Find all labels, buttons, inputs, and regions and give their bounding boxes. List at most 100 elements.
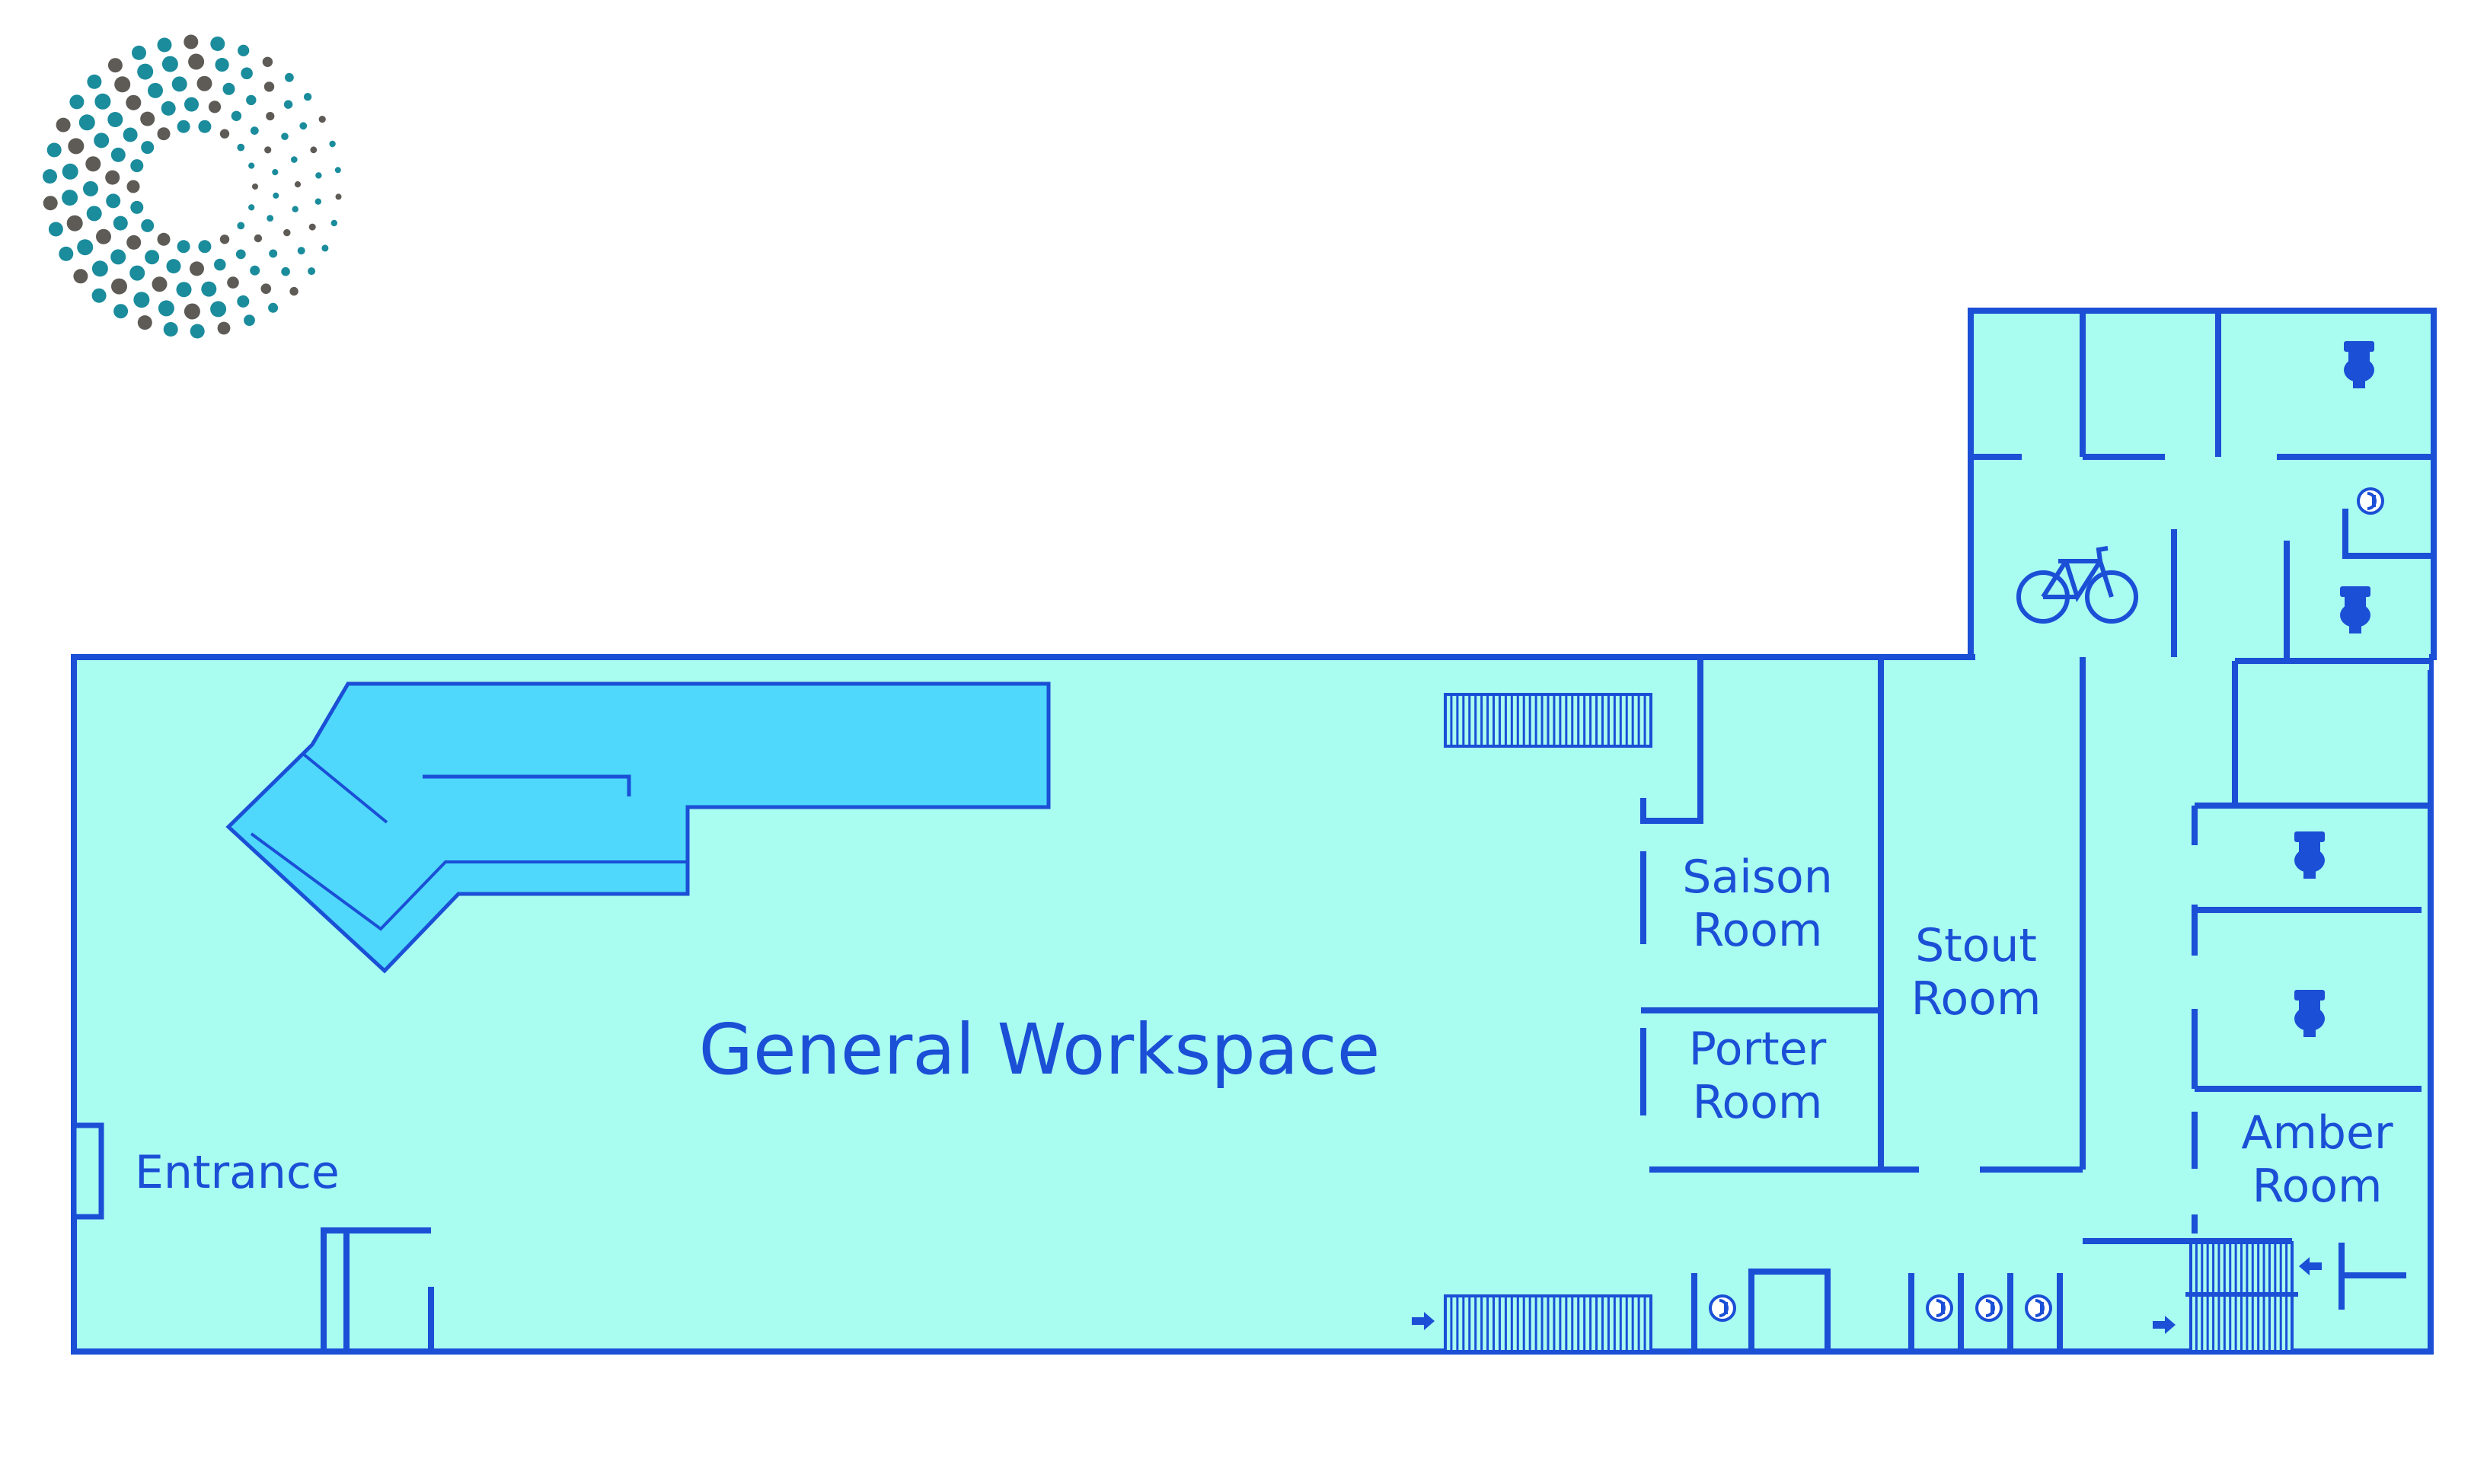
- stairs-top: [1444, 693, 1652, 748]
- logo-dot: [110, 249, 126, 265]
- porter-room-label: Room: [1693, 1076, 1823, 1129]
- logo-dot: [334, 167, 341, 174]
- logo-dot: [91, 260, 108, 277]
- logo-dot: [281, 266, 290, 276]
- logo-dot: [107, 112, 123, 127]
- bicycle-icon: [2016, 546, 2138, 624]
- logo-dot: [141, 219, 155, 232]
- saison-room-label: Room: [1693, 904, 1823, 957]
- logo-dot: [272, 169, 279, 176]
- logo-dot: [237, 295, 250, 308]
- logo-dot: [318, 116, 326, 123]
- logo-dot: [157, 232, 171, 246]
- logo-dot: [250, 126, 259, 136]
- logo-dot: [190, 324, 205, 339]
- logo-dot: [66, 215, 83, 231]
- logo-dot: [190, 261, 204, 276]
- logo-dot: [219, 129, 230, 139]
- entrance-label: Entrance: [135, 1146, 340, 1199]
- logo-dot: [137, 63, 154, 80]
- logo-dot: [299, 122, 308, 130]
- logo-dot: [126, 180, 140, 193]
- logo-dot: [254, 234, 263, 243]
- logo-dot: [133, 292, 150, 308]
- logo-dot: [217, 321, 231, 335]
- logo-dot: [244, 314, 255, 326]
- logo-dot: [198, 240, 212, 254]
- logo-dot: [266, 112, 275, 121]
- logo-dot: [231, 110, 242, 121]
- logo-dot: [171, 76, 187, 92]
- logo-dot: [291, 156, 298, 163]
- logo-dot: [161, 56, 178, 72]
- logo-dot: [297, 247, 305, 255]
- logo-dot: [184, 34, 199, 49]
- logo-dot: [289, 286, 298, 296]
- logo-dot: [184, 97, 199, 112]
- logo-dot: [303, 93, 312, 101]
- logo-dot: [85, 156, 101, 172]
- logo-dot: [106, 193, 121, 209]
- stout-room-label: Stout: [1915, 919, 2037, 972]
- logo-dot: [267, 215, 274, 222]
- interior-walls: [321, 311, 2431, 1352]
- logo-dot: [196, 75, 212, 91]
- logo-dot: [219, 235, 230, 244]
- logo-dot: [210, 301, 227, 318]
- logo-dot: [283, 100, 293, 109]
- logo-dot: [157, 37, 172, 53]
- logo-dot: [126, 235, 142, 250]
- logo-dot: [237, 143, 245, 152]
- logo-dot: [263, 81, 275, 92]
- logo-dot: [43, 169, 57, 184]
- logo-dot: [83, 180, 98, 196]
- logo-dot: [281, 132, 289, 140]
- logo-dot: [110, 147, 126, 162]
- logo-dot: [130, 159, 144, 173]
- logo-dot: [329, 140, 336, 148]
- logo-dot: [315, 172, 322, 179]
- logo-dot: [152, 276, 168, 292]
- logo-dot: [62, 190, 78, 206]
- logo-dot: [201, 281, 217, 297]
- logo-dot: [77, 239, 94, 256]
- logo-dot: [241, 67, 253, 80]
- logo-dot: [158, 300, 174, 317]
- logo-dot: [321, 244, 329, 252]
- amber-room-label: Room: [2252, 1160, 2383, 1213]
- logo-dot: [141, 141, 155, 155]
- logo-dot: [161, 101, 176, 116]
- stairs-right: [2185, 1241, 2298, 1353]
- logo-dot: [335, 193, 342, 200]
- logo-dot: [248, 204, 255, 211]
- bar-counter: [225, 681, 1051, 974]
- logo-dot: [78, 114, 95, 131]
- logo-dot: [208, 101, 222, 113]
- amber-room-label: Amber: [2241, 1106, 2393, 1160]
- logo-dot: [59, 246, 74, 261]
- stout-room-label: Room: [1911, 972, 2042, 1026]
- logo-dot: [114, 76, 131, 93]
- entrance-door[interactable]: [71, 1122, 104, 1220]
- logo-dot: [283, 228, 291, 237]
- logo-dot: [308, 223, 316, 231]
- logo-dot: [273, 192, 279, 199]
- stairs-bottom: [1444, 1294, 1652, 1353]
- logo-dot: [310, 146, 318, 154]
- logo-dot: [96, 228, 111, 244]
- logo-dot: [140, 111, 155, 126]
- logo-dot: [48, 222, 63, 237]
- logo-dot: [148, 82, 163, 98]
- logo-dot: [330, 219, 337, 227]
- logo-dot: [111, 278, 127, 295]
- logo-dot: [294, 181, 302, 188]
- fire-extinguisher-icon: [1975, 1294, 2003, 1322]
- logo-dot: [176, 282, 192, 298]
- logo-dot: [56, 117, 71, 132]
- logo-dot: [43, 196, 58, 211]
- fire-extinguisher-icon: [2025, 1294, 2052, 1322]
- fire-extinguisher-icon: [1926, 1294, 1953, 1322]
- logo-dot: [262, 56, 273, 68]
- logo-dot: [235, 249, 246, 260]
